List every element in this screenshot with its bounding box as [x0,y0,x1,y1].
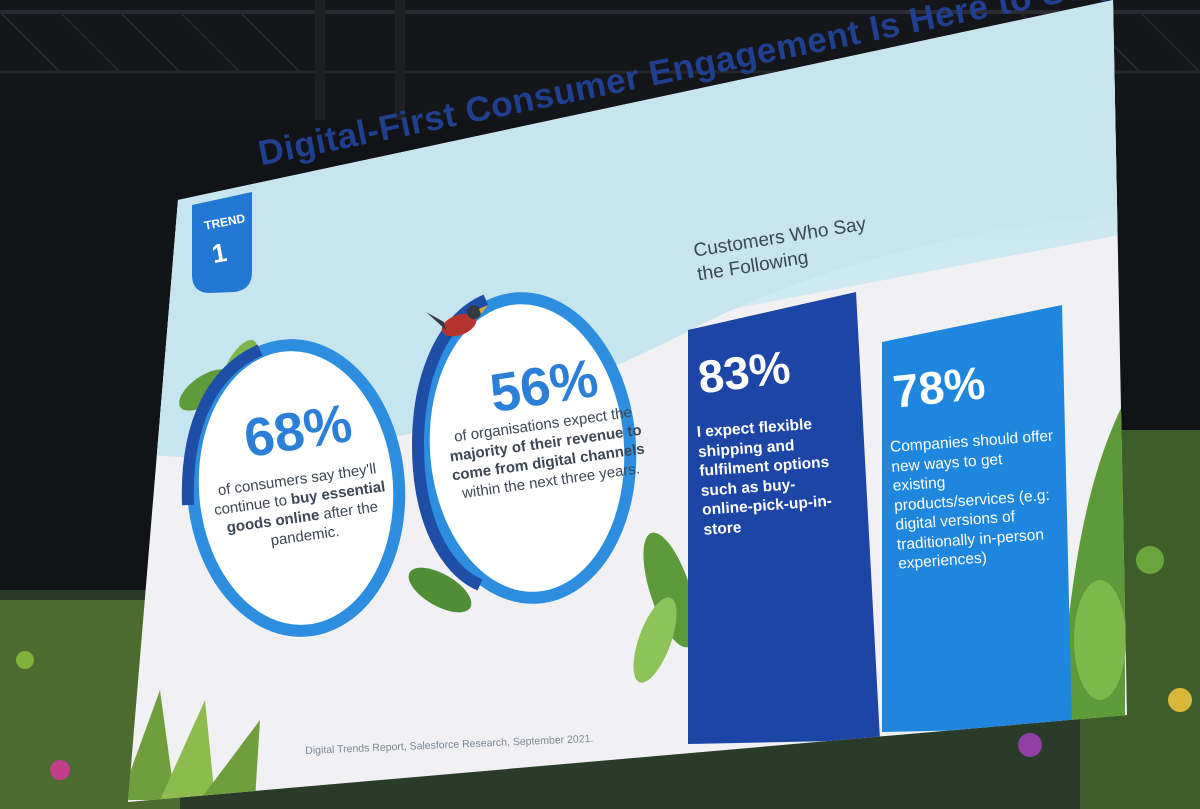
trend-badge [192,192,252,293]
bar-percent-78: 78% [890,356,988,418]
flower-icon [50,760,70,780]
stat-bar-78 [882,305,1072,732]
bar-percent-83: 83% [695,340,793,404]
bar-description-83: I expect flexible shipping and fulfilmen… [696,415,833,539]
stat-bar-83 [688,292,880,744]
flower-icon [1018,733,1042,757]
bird-icon [426,305,488,337]
stat-ring-56 [417,292,637,604]
bar-description-78: Companies should offer new ways to get e… [889,427,1054,573]
